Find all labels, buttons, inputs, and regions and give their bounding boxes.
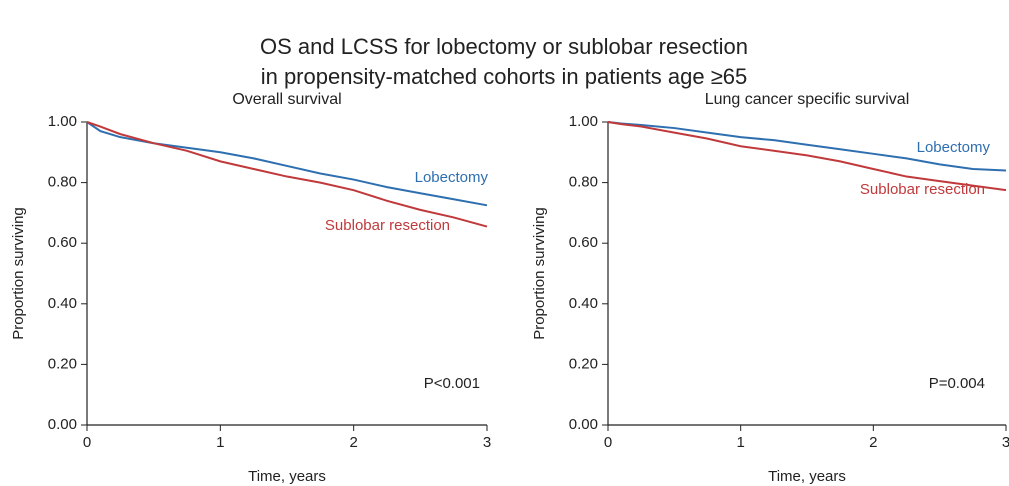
- x-tick-label: 2: [349, 434, 357, 451]
- y-axis-label: Proportion surviving: [531, 207, 548, 340]
- figure-title: OS and LCSS for lobectomy or sublobar re…: [260, 34, 748, 59]
- y-tick-label: 1.00: [48, 113, 77, 130]
- x-axis-label: Time, years: [768, 468, 846, 485]
- x-tick-label: 0: [83, 434, 91, 451]
- y-tick-label: 0.60: [48, 234, 77, 251]
- x-tick-label: 3: [483, 434, 491, 451]
- series-label: Sublobar resection: [325, 217, 450, 234]
- y-tick-label: 0.80: [569, 174, 598, 191]
- p-value: P<0.001: [424, 375, 480, 392]
- figure-title: in propensity-matched cohorts in patient…: [261, 64, 748, 89]
- x-tick-label: 1: [736, 434, 744, 451]
- series-label: Lobectomy: [917, 139, 991, 156]
- x-tick-label: 0: [604, 434, 612, 451]
- panel-title: Overall survival: [232, 91, 341, 108]
- y-tick-label: 0.40: [48, 295, 77, 312]
- x-tick-label: 1: [216, 434, 224, 451]
- y-tick-label: 0.20: [569, 355, 598, 372]
- y-axis-label: Proportion surviving: [10, 207, 27, 340]
- y-tick-label: 0.00: [48, 416, 77, 433]
- survival-curve: [86, 121, 488, 228]
- y-tick-label: 1.00: [569, 113, 598, 130]
- y-tick-label: 0.60: [569, 234, 598, 251]
- survival-curve: [607, 121, 1007, 192]
- y-tick-label: 0.00: [569, 416, 598, 433]
- panel-title: Lung cancer specific survival: [705, 91, 910, 108]
- y-tick-label: 0.80: [48, 174, 77, 191]
- survival-curve: [607, 121, 1007, 172]
- x-tick-label: 3: [1002, 434, 1009, 451]
- series-label: Lobectomy: [415, 169, 489, 186]
- y-tick-label: 0.20: [48, 355, 77, 372]
- survival-curve: [86, 121, 488, 207]
- p-value: P=0.004: [929, 375, 985, 392]
- x-tick-label: 2: [869, 434, 877, 451]
- x-axis-label: Time, years: [248, 468, 326, 485]
- y-tick-label: 0.40: [569, 295, 598, 312]
- series-label: Sublobar resection: [860, 181, 985, 198]
